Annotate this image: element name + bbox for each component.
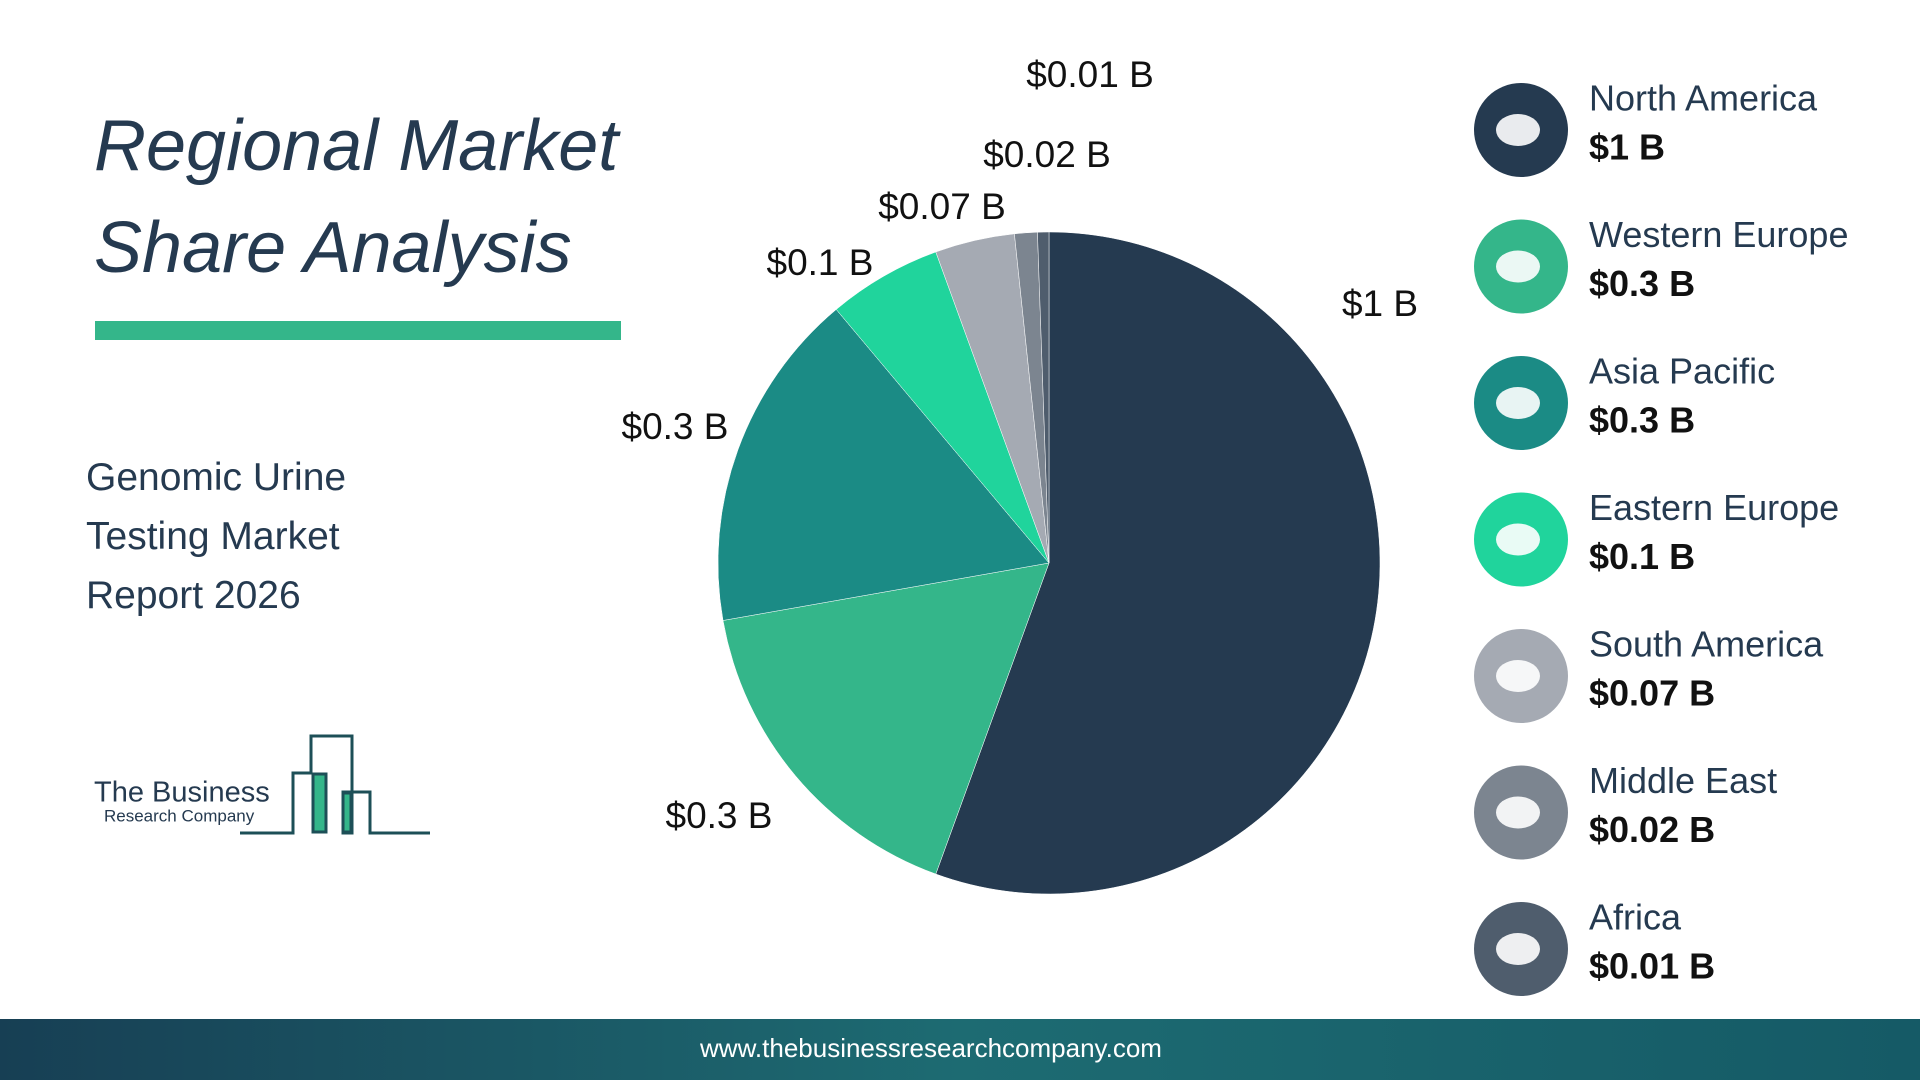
pie-slice bbox=[1037, 231, 1050, 564]
data-label: $0.01 B bbox=[1026, 54, 1154, 95]
legend-icon-land bbox=[1496, 114, 1540, 146]
footer-url: www.thebusinessresearchcompany.com bbox=[699, 1033, 1162, 1063]
legend-value: $0.01 B bbox=[1589, 946, 1715, 987]
legend-icon-land bbox=[1496, 933, 1540, 965]
chart-title: Regional Market Share Analysis bbox=[94, 106, 619, 288]
legend-label: Eastern Europe bbox=[1589, 487, 1839, 528]
logo: The Business Research Company bbox=[94, 734, 430, 835]
title-underline bbox=[95, 321, 621, 340]
logo-bar bbox=[341, 791, 353, 834]
legend-value: $0.1 B bbox=[1589, 536, 1695, 577]
chart-subtitle: Genomic Urine Testing Market Report 2026 bbox=[86, 456, 347, 617]
data-label: $0.02 B bbox=[983, 134, 1111, 175]
data-label: $0.07 B bbox=[878, 186, 1006, 227]
legend-icon-land bbox=[1496, 387, 1540, 419]
legend-icon-land bbox=[1496, 796, 1540, 829]
legend-value: $0.07 B bbox=[1589, 673, 1715, 714]
legend-label: South America bbox=[1589, 624, 1824, 665]
legend-label: Western Europe bbox=[1589, 214, 1848, 255]
data-label: $0.3 B bbox=[666, 795, 773, 836]
logo-text: Research Company bbox=[104, 806, 255, 825]
pie-slice bbox=[722, 562, 1050, 875]
legend-icon-land bbox=[1496, 523, 1540, 556]
logo-building bbox=[240, 734, 430, 835]
legend-value: $0.02 B bbox=[1589, 809, 1715, 850]
legend-value: $0.3 B bbox=[1589, 400, 1695, 441]
data-label: $1 B bbox=[1342, 283, 1418, 324]
logo-bar bbox=[311, 772, 328, 834]
logo-text: The Business bbox=[94, 777, 270, 809]
legend-label: North America bbox=[1589, 78, 1818, 119]
legend-icon-land bbox=[1496, 250, 1540, 283]
footer-band bbox=[0, 1019, 1920, 1080]
legend-label: Africa bbox=[1589, 897, 1682, 938]
legend-icon-land bbox=[1496, 660, 1540, 692]
pie-slice bbox=[717, 309, 1050, 621]
legend-label: Middle East bbox=[1589, 760, 1777, 801]
legend-value: $1 B bbox=[1589, 127, 1665, 168]
data-label: $0.3 B bbox=[622, 406, 729, 447]
data-label: $0.1 B bbox=[767, 242, 874, 283]
legend-label: Asia Pacific bbox=[1589, 351, 1775, 392]
legend-value: $0.3 B bbox=[1589, 263, 1695, 304]
pie-slice bbox=[935, 231, 1381, 895]
